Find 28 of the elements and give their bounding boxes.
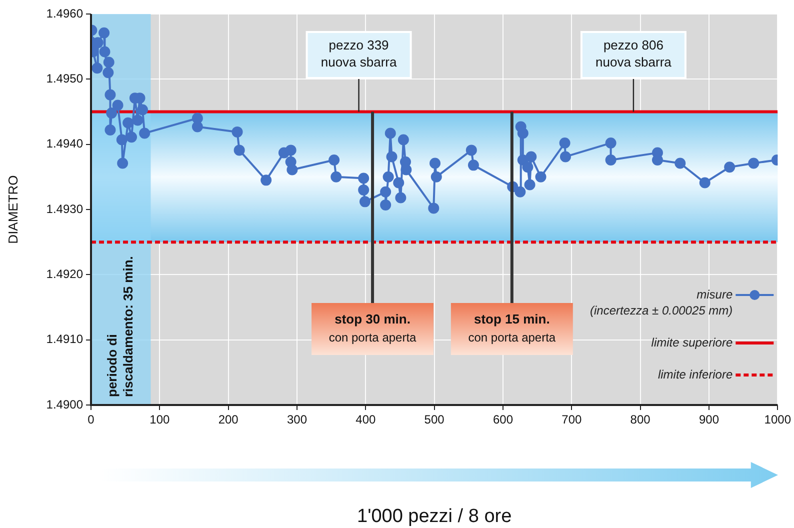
x-tick-label: 1000 <box>764 412 792 427</box>
y-tick-label: 1.4900 <box>46 397 84 412</box>
annotation: pezzo 806 nuova sbarra <box>596 38 672 70</box>
y-tick-label: 1.4950 <box>46 71 84 86</box>
x-tick-label: 700 <box>562 412 582 427</box>
x-tick-label: 600 <box>492 412 514 427</box>
y-tick-label: 1.4920 <box>46 266 84 281</box>
x-axis-title: 1'000 pezzi / 8 ore <box>356 506 512 528</box>
band-label: periodo di riscaldamento: 35 min. <box>104 256 136 397</box>
y-tick-label: 1.4930 <box>46 202 84 216</box>
x-tick-label: 400 <box>356 412 376 427</box>
ref-line-label: stop 30 min. con porta aperta <box>328 312 417 344</box>
y-axis-title: DIAMETRO <box>6 175 21 244</box>
y-tick-label: 1.4910 <box>46 332 84 346</box>
x-tick-label: 200 <box>218 412 239 427</box>
legend-label: limite inferiore <box>658 367 733 382</box>
legend-label: limite superiore <box>651 335 733 350</box>
annotation: pezzo 339 nuova sbarra <box>320 38 398 70</box>
x-tick-label: 0 <box>88 412 95 427</box>
x-tick-label: 100 <box>150 412 170 427</box>
y-tick-label: 1.4940 <box>46 136 84 151</box>
legend-label: misure (incertezza ± 0.00025 mm) <box>590 287 733 318</box>
x-tick-label: 800 <box>630 412 651 427</box>
x-tick-label: 500 <box>424 412 445 427</box>
x-tick-label: 900 <box>698 412 720 427</box>
ref-line-label: stop 15 min. con porta aperta <box>468 312 556 344</box>
y-tick-label: 1.4960 <box>46 6 84 20</box>
x-tick-label: 300 <box>286 412 308 427</box>
